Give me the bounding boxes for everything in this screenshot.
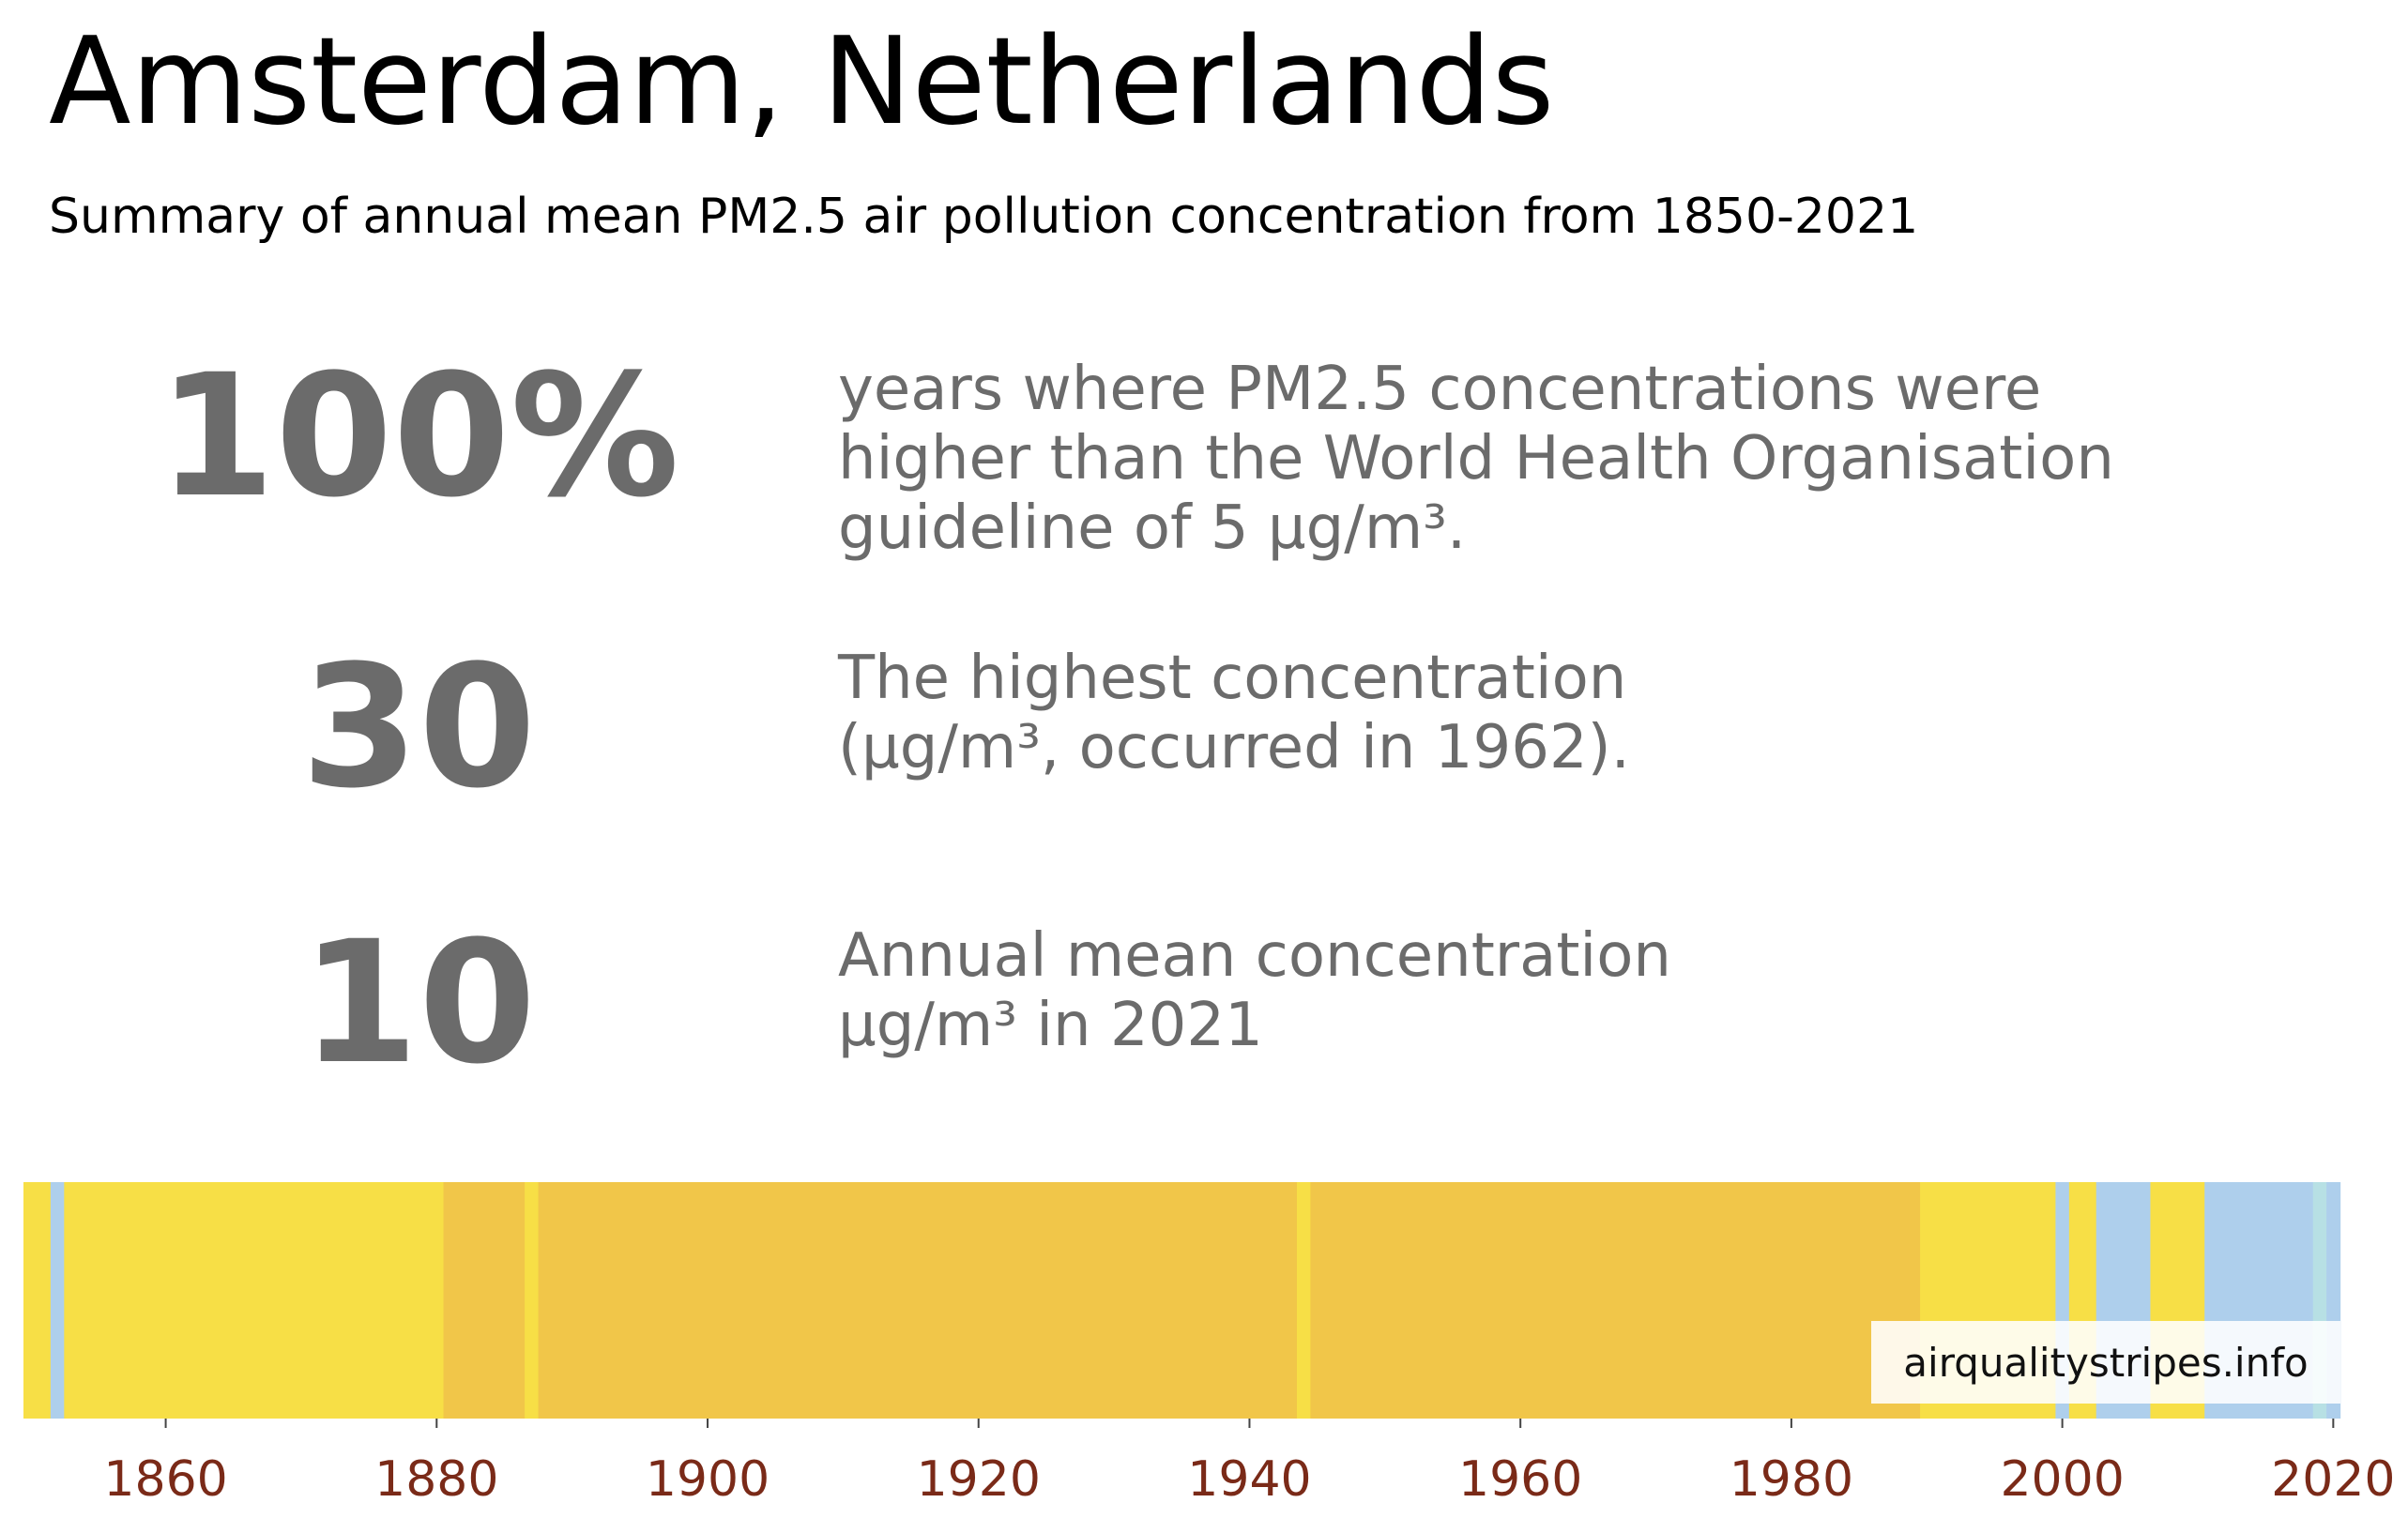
stat-desc-line: Annual mean concentration: [838, 921, 1671, 991]
stat-value-highest: 30: [300, 630, 537, 826]
x-tick-label: 1940: [1187, 1451, 1311, 1508]
x-tick-label: 1920: [917, 1451, 1041, 1508]
x-tick-label: 2020: [2271, 1451, 2395, 1508]
stripe-1852-1853: [50, 1182, 65, 1419]
stat-desc-line: µg/m³ in 2021: [838, 991, 1263, 1060]
watermark-label: airqualitystripes.info: [1871, 1321, 2340, 1404]
stripe-1850-1852: [23, 1182, 52, 1419]
stripe-1881-1887: [443, 1182, 526, 1419]
page-subtitle: Summary of annual mean PM2.5 air polluti…: [49, 189, 1919, 245]
stat-value-exceedance: 100%: [157, 339, 680, 535]
stat-desc-highest: The highest concentration (µg/m³, occurr…: [838, 644, 1630, 782]
x-tick-label: 1860: [103, 1451, 227, 1508]
x-tick-label: 1980: [1730, 1451, 1853, 1508]
stat-desc-line: higher than the World Health Organisatio…: [838, 424, 2114, 493]
x-tick-label: 1960: [1458, 1451, 1582, 1508]
x-tick-label: 1900: [646, 1451, 770, 1508]
stripe-1888-1944: [538, 1182, 1298, 1419]
stripe-1853-1881: [64, 1182, 445, 1419]
stat-value-latest: 10: [300, 905, 537, 1101]
stat-desc-exceedance: years where PM2.5 concentrations were hi…: [838, 355, 2114, 563]
stat-desc-line: (µg/m³, occurred in 1962).: [838, 713, 1630, 782]
stat-desc-line: guideline of 5 µg/m³.: [838, 493, 1467, 563]
stripe-1944-1945: [1296, 1182, 1312, 1419]
page-title: Amsterdam, Netherlands: [49, 12, 1555, 152]
stat-desc-latest: Annual mean concentration µg/m³ in 2021: [838, 921, 1671, 1060]
x-tick-label: 1880: [374, 1451, 498, 1508]
stat-desc-line: years where PM2.5 concentrations were: [838, 355, 2042, 424]
x-tick-label: 2000: [2000, 1451, 2124, 1508]
stripe-1945-1990: [1310, 1182, 1921, 1419]
stat-desc-line: The highest concentration: [838, 644, 1627, 713]
stripe-1887-1888: [525, 1182, 540, 1419]
